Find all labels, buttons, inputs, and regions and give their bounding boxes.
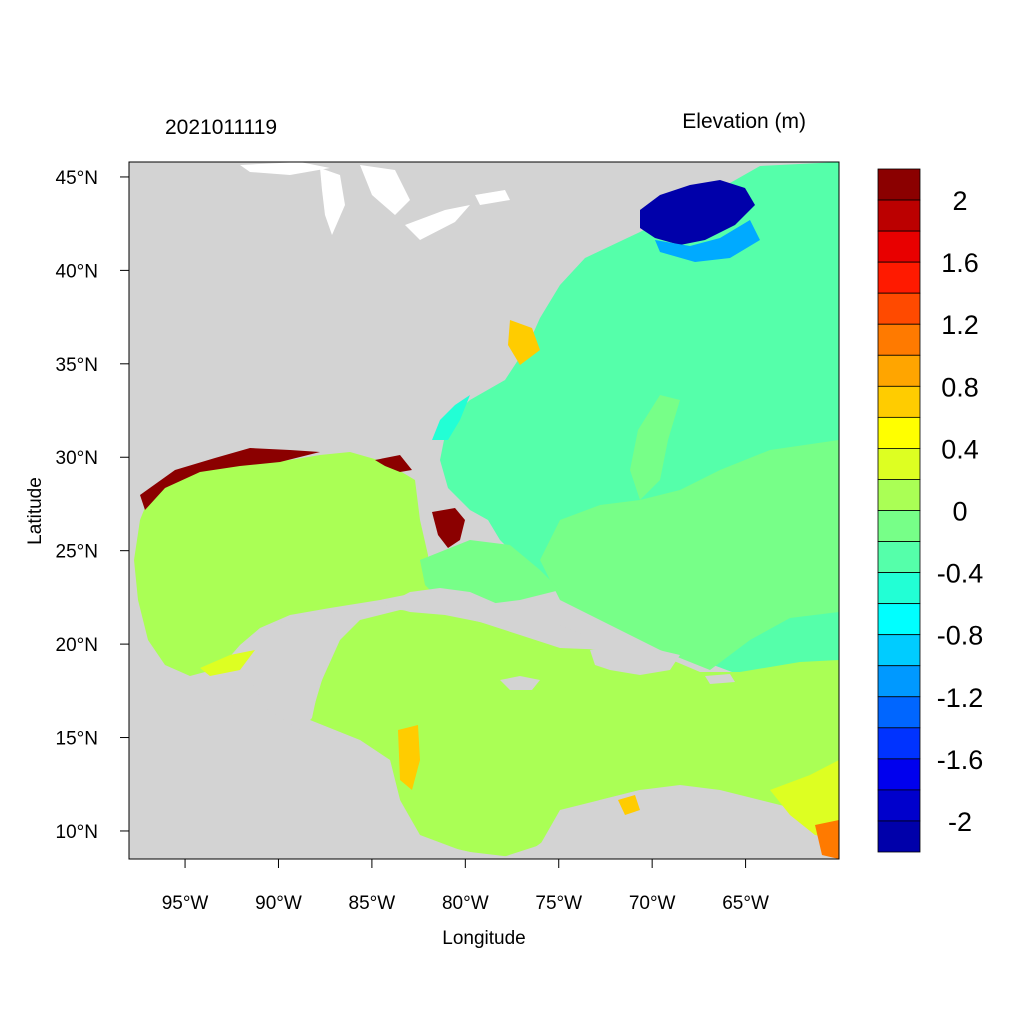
y-axis: 45°N 40°N 35°N 30°N 25°N 20°N 15°N 10°N bbox=[56, 168, 129, 843]
y-tick-label: 30°N bbox=[56, 448, 98, 469]
colorbar-label: 0.8 bbox=[941, 372, 979, 402]
big-bend-high bbox=[375, 455, 412, 472]
jamaica bbox=[500, 676, 540, 690]
colorbar-swatch bbox=[877, 230, 921, 263]
nicaragua-coast-high bbox=[398, 725, 420, 790]
colorbar-swatch bbox=[877, 603, 921, 636]
puerto-rico bbox=[705, 674, 735, 684]
gulf-of-maine-edge bbox=[655, 220, 760, 262]
colorbar-swatch bbox=[877, 758, 921, 791]
colorbar-swatch bbox=[877, 448, 921, 480]
colorbar-label: -2 bbox=[948, 807, 972, 837]
south-florida-high bbox=[432, 508, 465, 548]
venezuela-coast-peak bbox=[815, 820, 839, 859]
colorbar-swatch bbox=[877, 510, 921, 542]
colorbar-label: 0 bbox=[952, 497, 967, 527]
colombia-coast-high bbox=[618, 795, 640, 815]
colorbar-label: -1.6 bbox=[937, 745, 984, 775]
caribbean-sea bbox=[310, 610, 839, 858]
carolina-coast-high bbox=[508, 320, 540, 365]
lake-michigan bbox=[320, 168, 345, 235]
central-america bbox=[129, 700, 425, 859]
colorbar-label: -0.8 bbox=[937, 621, 984, 651]
south-america bbox=[420, 788, 839, 859]
hispaniola bbox=[590, 645, 680, 675]
colorbar: 2 1.6 1.2 0.8 0.4 0 -0.4 -0.8 -1.2 -1.6 -2 bbox=[877, 168, 984, 853]
x-tick-label: 65°W bbox=[722, 893, 769, 914]
colorbar-swatch bbox=[877, 479, 921, 511]
colorbar-label: 2 bbox=[952, 186, 967, 216]
y-tick-label: 10°N bbox=[56, 822, 98, 843]
colorbar-label: 0.4 bbox=[941, 434, 979, 464]
colorbar-swatch bbox=[877, 323, 921, 356]
lake-erie bbox=[405, 205, 470, 240]
colorbar-swatch bbox=[877, 572, 921, 605]
colorbar-label: -1.2 bbox=[937, 683, 984, 713]
y-tick-label: 40°N bbox=[56, 261, 98, 282]
field-title: Elevation (m) bbox=[682, 110, 806, 133]
colorbar-swatch bbox=[877, 634, 921, 667]
colorbar-label: 1.2 bbox=[941, 310, 979, 340]
map-panel bbox=[129, 162, 839, 859]
lake-huron bbox=[360, 165, 410, 215]
lake-ontario bbox=[475, 190, 510, 205]
colorbar-swatch bbox=[877, 292, 921, 325]
florida-straits bbox=[420, 540, 560, 605]
lake-superior bbox=[240, 162, 330, 175]
colorbar-swatch bbox=[877, 665, 921, 698]
y-tick-label: 20°N bbox=[56, 635, 98, 656]
colorbar-label: -0.4 bbox=[937, 559, 984, 589]
east-coast-fringe bbox=[432, 395, 470, 440]
colorbar-swatch bbox=[877, 789, 921, 822]
gulf-coast-high bbox=[140, 448, 320, 510]
x-tick-label: 85°W bbox=[349, 893, 396, 914]
x-tick-label: 90°W bbox=[255, 893, 302, 914]
colorbar-swatch bbox=[877, 168, 921, 201]
atlantic-mid-zone bbox=[540, 440, 839, 670]
map-frame bbox=[128, 161, 840, 860]
colorbar-swatch bbox=[877, 416, 921, 449]
x-axis: 95°W 90°W 85°W 80°W 75°W 70°W 65°W bbox=[162, 859, 769, 914]
x-tick-label: 80°W bbox=[442, 893, 489, 914]
colorbar-swatch bbox=[877, 199, 921, 232]
colorbar-swatch bbox=[877, 541, 921, 573]
colorbar-swatch bbox=[877, 820, 921, 853]
y-axis-label: Latitude bbox=[25, 477, 46, 545]
atlantic-lobe bbox=[630, 395, 680, 500]
timestamp-label: 2021011119 bbox=[165, 116, 277, 139]
venezuela-coast-high bbox=[770, 760, 839, 840]
y-tick-label: 35°N bbox=[56, 355, 98, 376]
x-tick-label: 70°W bbox=[629, 893, 676, 914]
x-axis-label: Longitude bbox=[442, 928, 525, 949]
yucatan-peninsula bbox=[245, 612, 338, 730]
x-tick-label: 95°W bbox=[162, 893, 209, 914]
colorbar-swatch bbox=[877, 261, 921, 294]
campeche-high bbox=[200, 650, 255, 676]
y-tick-label: 45°N bbox=[56, 168, 98, 189]
colorbar-swatch bbox=[877, 385, 921, 418]
x-tick-label: 75°W bbox=[535, 893, 582, 914]
gulf-of-maine-low bbox=[640, 180, 755, 245]
y-tick-label: 25°N bbox=[56, 542, 98, 563]
colorbar-swatch bbox=[877, 354, 921, 387]
cuba bbox=[385, 588, 585, 645]
colorbar-swatch bbox=[877, 727, 921, 760]
colorbar-swatch bbox=[877, 696, 921, 729]
y-tick-label: 15°N bbox=[56, 729, 98, 750]
colorbar-label: 1.6 bbox=[941, 248, 979, 278]
gulf-of-mexico bbox=[134, 452, 430, 676]
